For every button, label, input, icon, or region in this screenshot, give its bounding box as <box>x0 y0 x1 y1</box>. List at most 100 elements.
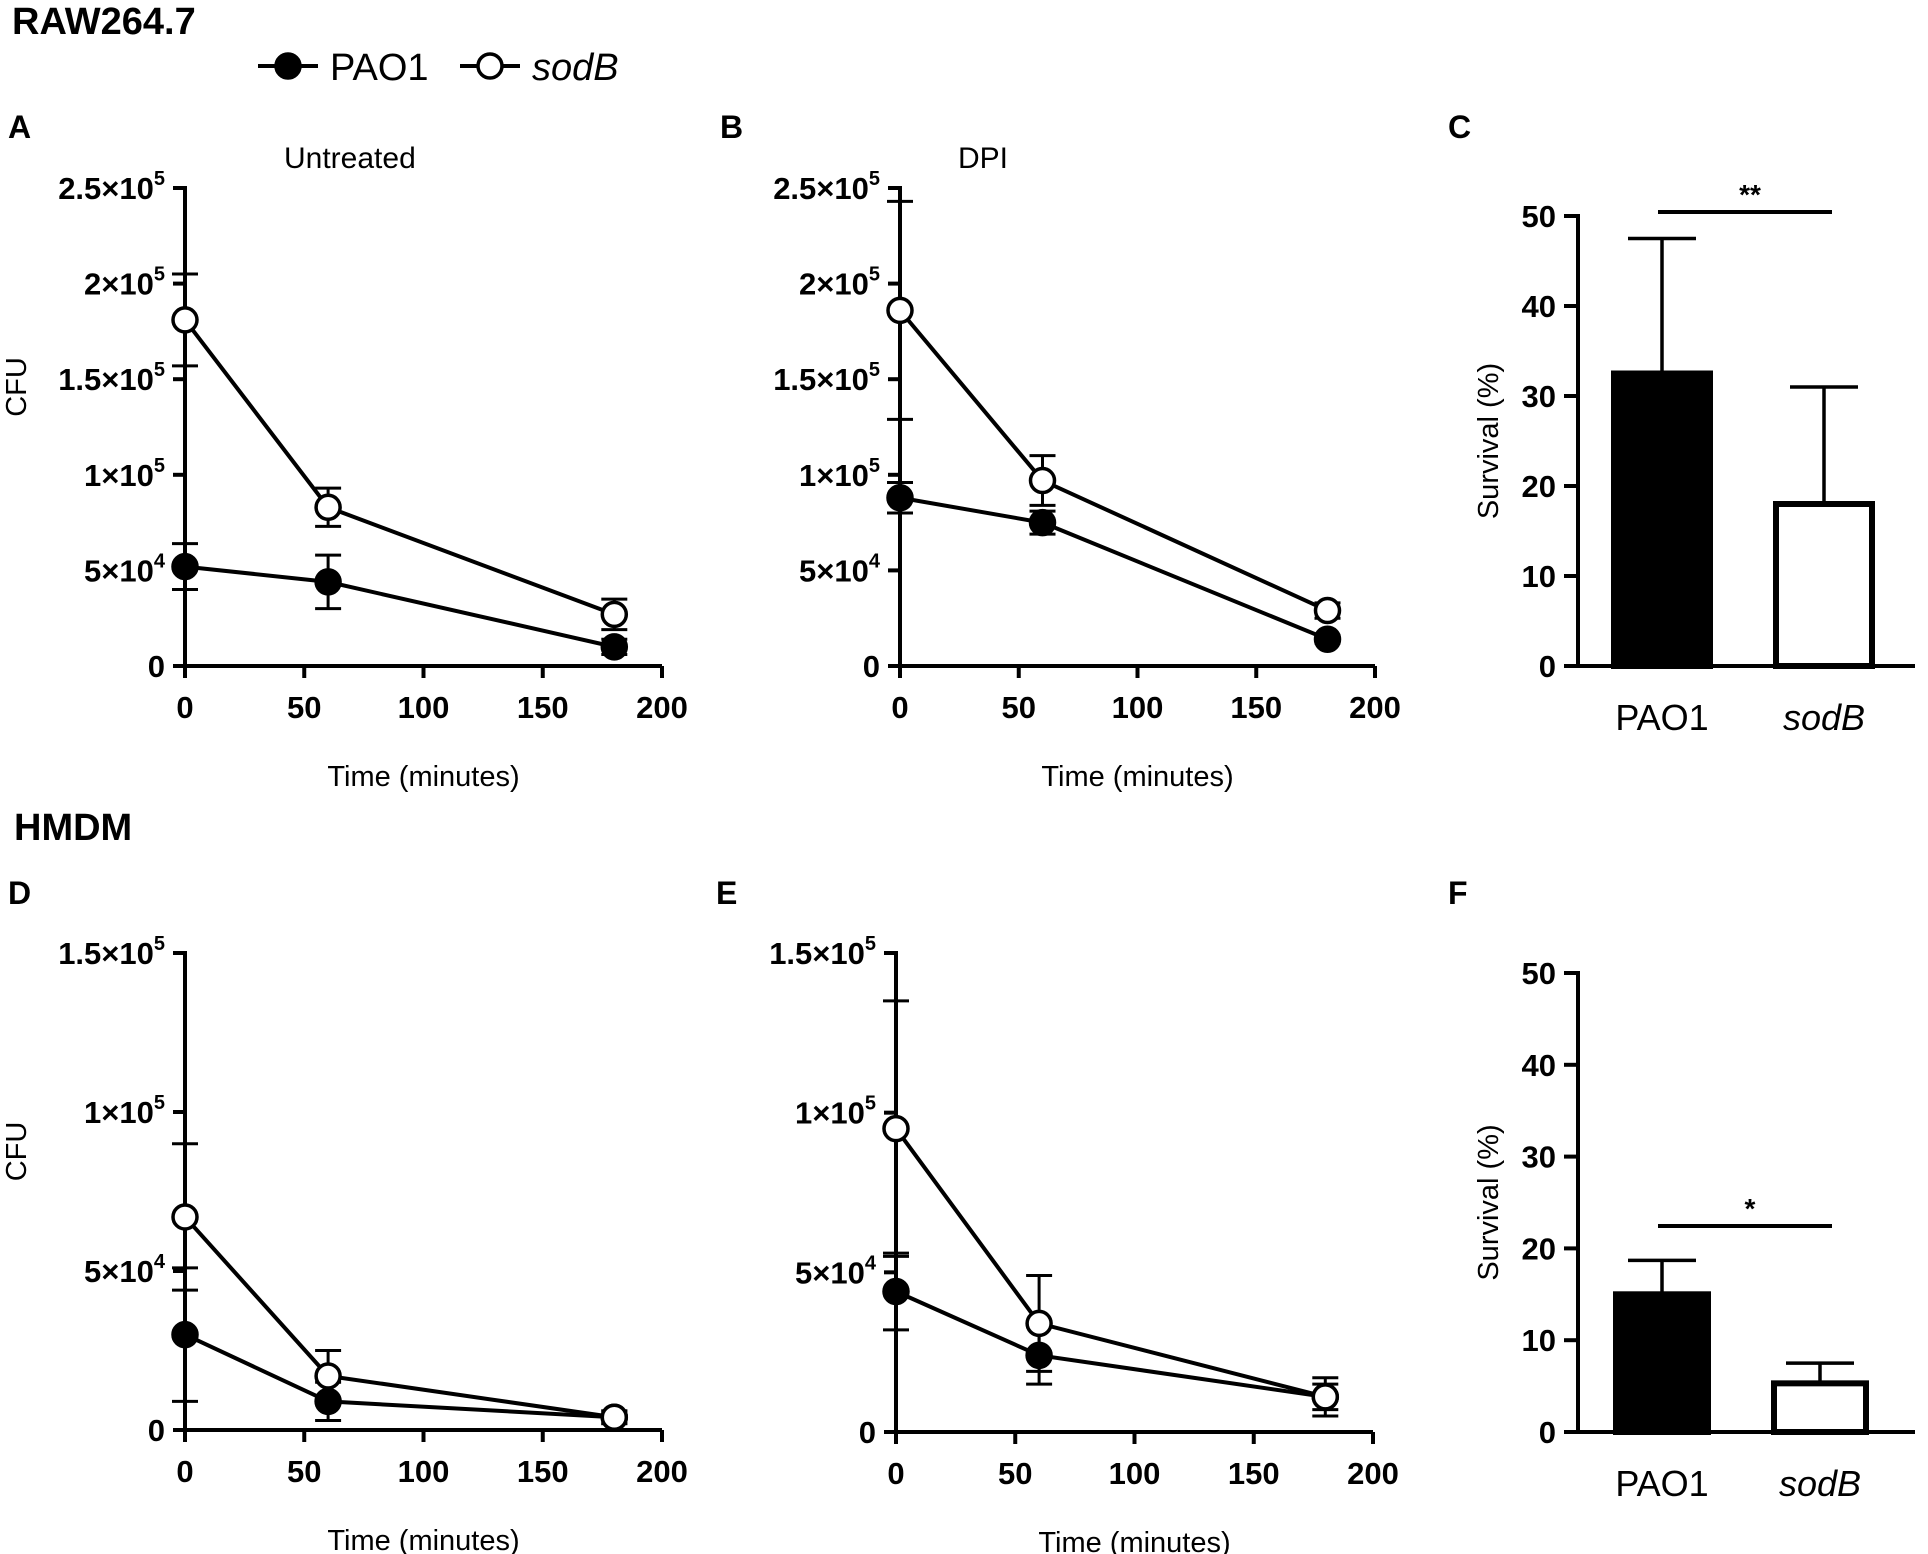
data-point <box>171 1320 199 1349</box>
category-label-sodb: sodB <box>1783 697 1865 738</box>
y-tick-label: 1.5×105 <box>58 359 165 397</box>
y-tick-label: 30 <box>1522 379 1556 414</box>
panel-subtitle: DPI <box>958 142 1008 175</box>
y-tick-label: 20 <box>1522 1231 1556 1266</box>
y-tick-exponent: 4 <box>154 1251 166 1273</box>
data-point <box>1311 1383 1340 1411</box>
y-tick-label: 50 <box>1522 199 1556 234</box>
x-tick-label: 150 <box>1230 690 1282 725</box>
y-tick-label: 1×105 <box>795 1093 876 1131</box>
y-tick-label: 1.5×105 <box>769 933 876 971</box>
y-tick-exponent: 4 <box>865 1252 877 1274</box>
panel-letter-a: A <box>8 109 31 145</box>
x-tick-label: 200 <box>1347 1456 1399 1491</box>
x-tick-label: 100 <box>1112 690 1164 725</box>
y-tick-mantissa: 1.5×10 <box>769 936 865 971</box>
series-line <box>184 1332 615 1420</box>
y-tick-exponent: 5 <box>869 455 880 477</box>
x-tick-label: 50 <box>287 1454 321 1489</box>
x-tick-label: 0 <box>891 690 908 725</box>
y-axis-title: Survival (%) <box>1473 363 1505 519</box>
y-tick-exponent: 5 <box>865 1093 876 1115</box>
section-title-raw264: RAW264.7 <box>12 1 196 43</box>
y-tick-mantissa: 1×10 <box>84 1095 154 1130</box>
y-tick-label: 5×104 <box>84 1251 166 1289</box>
y-tick-mantissa: 2×10 <box>84 267 154 302</box>
panel-letter-e: E <box>716 875 737 911</box>
series-line <box>184 564 615 649</box>
data-point <box>1313 625 1342 653</box>
y-tick-exponent: 4 <box>869 550 881 572</box>
data-point <box>1313 596 1342 625</box>
y-tick-label: 1.5×105 <box>773 359 880 397</box>
data-point <box>171 552 199 581</box>
data-point <box>600 600 629 629</box>
y-tick-label: 1.5×105 <box>58 933 165 971</box>
data-point <box>886 483 914 512</box>
y-axis-title: Survival (%) <box>1473 1124 1505 1280</box>
series-pao1 <box>171 1266 629 1432</box>
series-sodb <box>882 999 1340 1412</box>
x-tick-label: 150 <box>1228 1456 1280 1491</box>
y-tick-label: 1×105 <box>84 1092 165 1130</box>
y-tick-label: 2×105 <box>799 264 880 302</box>
y-tick-mantissa: 2×10 <box>799 267 869 302</box>
x-tick-label: 100 <box>398 1454 450 1489</box>
y-tick-label: 0 <box>1539 1415 1556 1450</box>
y-tick-label: 10 <box>1522 559 1556 594</box>
section-title-hmdm: HMDM <box>14 807 132 849</box>
y-tick-exponent: 5 <box>154 359 165 381</box>
x-tick-label: 50 <box>1002 690 1036 725</box>
series-sodb <box>171 1142 629 1432</box>
panel-subtitle: Untreated <box>284 142 416 175</box>
y-tick-label: 2×105 <box>84 264 165 302</box>
legend-label-sodb: sodB <box>532 47 619 89</box>
y-tick-label: 2.5×105 <box>58 168 165 206</box>
x-tick-label: 0 <box>176 690 193 725</box>
x-tick-label: 0 <box>887 1456 904 1491</box>
y-tick-mantissa: 1×10 <box>84 458 154 493</box>
data-point <box>314 493 342 522</box>
open-circle-icon <box>476 52 504 80</box>
y-tick-label: 50 <box>1522 956 1556 991</box>
y-tick-label: 0 <box>859 1415 876 1450</box>
y-tick-label: 1×105 <box>799 455 880 493</box>
x-axis-title: Time (minutes) <box>1038 1527 1230 1554</box>
x-tick-label: 50 <box>287 690 321 725</box>
y-tick-mantissa: 0 <box>148 1413 165 1448</box>
y-tick-label: 10 <box>1522 1323 1556 1358</box>
x-axis-title: Time (minutes) <box>1041 761 1233 793</box>
y-tick-mantissa: 1.5×10 <box>58 936 154 971</box>
data-point <box>600 1403 629 1432</box>
series-line <box>898 309 1329 613</box>
data-point <box>1025 1309 1053 1338</box>
series-line <box>183 1215 615 1420</box>
y-tick-mantissa: 2.5×10 <box>773 171 869 206</box>
y-tick-label: 0 <box>863 649 880 684</box>
bar-pao1 <box>1613 1291 1711 1436</box>
panel-c: C 0 10 20 30 40 50 Survival (%) PAO1 sodB ** <box>1448 109 1915 738</box>
significance-marker: * <box>1745 1193 1756 1224</box>
y-tick-mantissa: 5×10 <box>84 1254 154 1289</box>
y-tick-mantissa: 5×10 <box>795 1255 865 1290</box>
category-label-sodb: sodB <box>1779 1463 1861 1504</box>
y-tick-exponent: 4 <box>154 550 166 572</box>
y-tick-exponent: 5 <box>869 359 880 381</box>
panel-letter-f: F <box>1448 875 1468 911</box>
x-tick-label: 100 <box>1109 1456 1161 1491</box>
y-tick-label: 1×105 <box>84 455 165 493</box>
series-sodb <box>171 272 629 632</box>
y-tick-label: 30 <box>1522 1140 1556 1175</box>
series-line <box>899 495 1329 642</box>
y-tick-mantissa: 2.5×10 <box>58 171 154 206</box>
panel-letter-b: B <box>720 109 743 145</box>
data-point <box>314 1362 342 1390</box>
y-tick-exponent: 5 <box>154 1092 165 1114</box>
data-point <box>171 306 199 334</box>
panel-f: F 0 10 20 30 40 50 Survival (%) PAO1 sodB * <box>1448 875 1915 1504</box>
y-tick-mantissa: 5×10 <box>799 553 869 588</box>
y-tick-label: 2.5×105 <box>773 168 880 206</box>
series-line <box>183 318 616 617</box>
